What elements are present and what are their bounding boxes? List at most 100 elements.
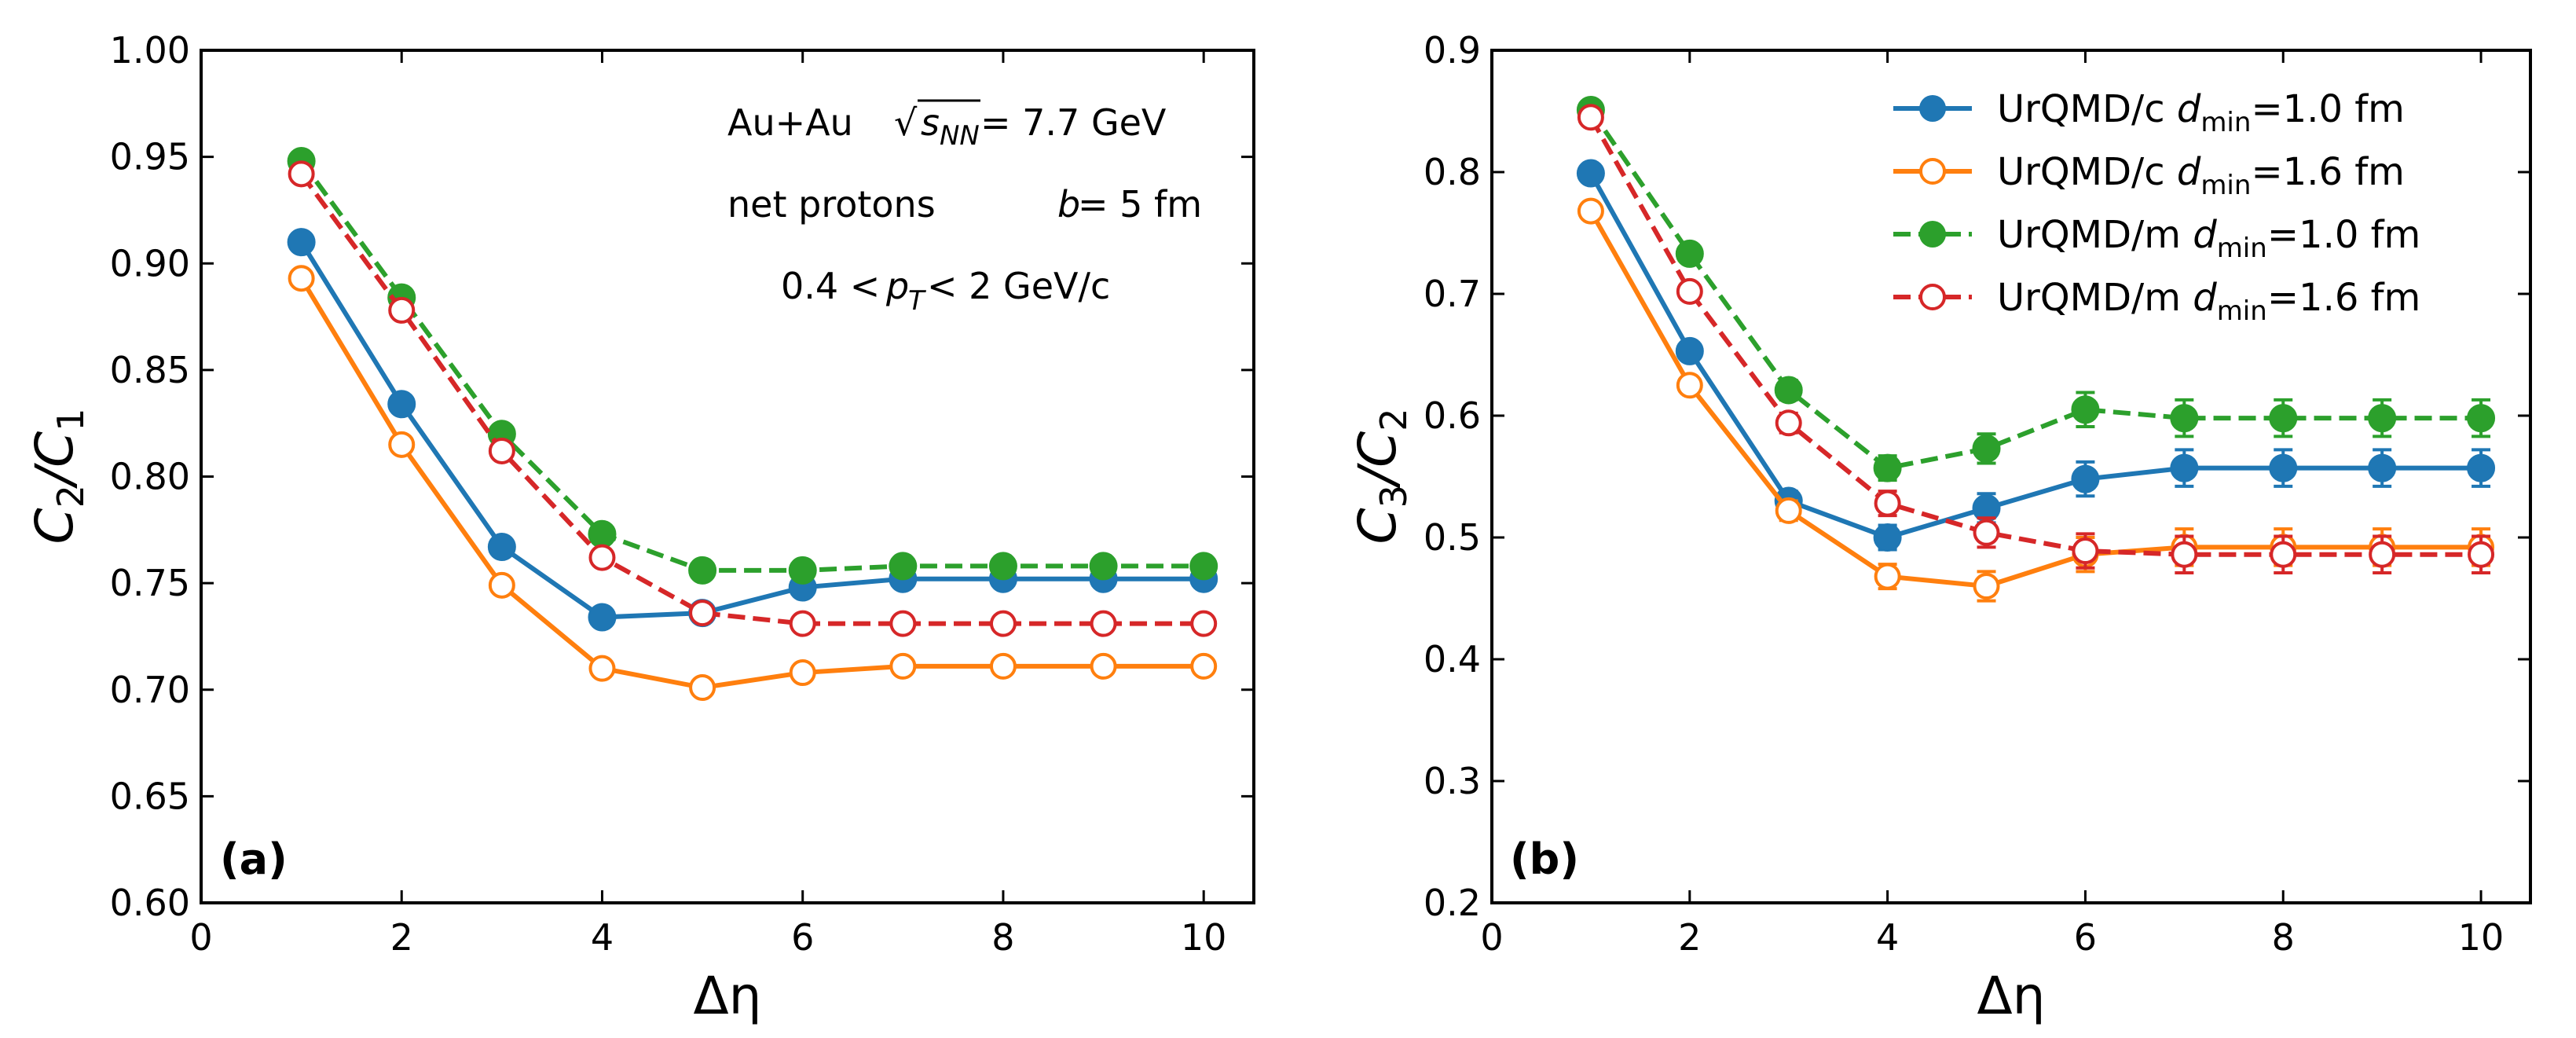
panel-a-data-point (387, 390, 416, 419)
panel-a-annotation-pt: 0.4 < p T < 2 GeV/c (781, 265, 1110, 317)
panel-b-y-tick-label: 0.6 (1424, 394, 1481, 437)
annot-energy-value: = 7.7 GeV (980, 101, 1167, 144)
svg-text:< 2 GeV/c: < 2 GeV/c (927, 265, 1110, 307)
annot-particle: net protons (727, 183, 936, 226)
panel-b-data-point (1873, 523, 1902, 552)
panel-a-tag: (a) (220, 834, 288, 884)
annot-t-sub: T (908, 285, 926, 317)
svg-text:T: T (908, 285, 926, 317)
svg-text:C3/C2: C3/C2 (1347, 409, 1415, 545)
panel-b-data-point (2368, 404, 2397, 433)
legend-entry-4: UrQMD/m dmin=1.6 fm (1893, 276, 2420, 327)
panel-b-x-tick-label: 8 (2272, 916, 2295, 959)
panel-a-plot-frame (200, 49, 1255, 904)
panel-a-data-point (788, 556, 817, 585)
panel-b-x-tick-label: 6 (2074, 916, 2097, 959)
panel-a-data-point (889, 610, 917, 637)
panel-a-data-point (487, 533, 516, 562)
panel-b-data-point (2368, 453, 2397, 482)
panel-a-y-tick-label: 0.80 (110, 456, 190, 498)
svg-text:0.4 <: 0.4 < (781, 265, 880, 307)
panel-a-data-point (388, 431, 416, 458)
panel-a-series-line (299, 160, 1204, 573)
panel-b-data-point (1973, 519, 2000, 546)
panel-b-legend: UrQMD/c dmin=1.0 fm UrQMD/c dmin=1.6 fm Ur… (1893, 87, 2420, 327)
panel-b-data-point (1973, 573, 2000, 600)
legend-entry-2: UrQMD/c dmin=1.6 fm (1893, 150, 2405, 201)
panel-b-data-point (1775, 409, 1802, 437)
svg-text:C2/C1: C2/C1 (24, 409, 92, 545)
annot-b-var: b (1057, 183, 1080, 226)
panel-b-ticks: 0 2 4 6 8 10 0.2 0.3 0.4 0.5 0.6 0.7 0.8 0.9 (1424, 29, 2530, 959)
svg-text:net protons: net protons (727, 183, 936, 226)
panel-b-y-tick-label: 0.8 (1424, 151, 1481, 193)
panel-a-y-axis-label: C2/C1 (24, 409, 92, 545)
panel-a-annotation-energy: Au+Au √ s NN = 7.7 GeV (727, 99, 1167, 152)
panel-b-data-point (1972, 434, 2001, 463)
panel-b-data-point (1577, 197, 1604, 225)
panel-b-data-point (2071, 464, 2100, 493)
panel-a-data-point (988, 552, 1017, 581)
panel-a-ticks: 0 2 4 6 8 10 0.60 0.65 0.70 0.75 0.80 0.85 0.90 0.95 1… (110, 29, 1254, 959)
annot-pt-high: < 2 GeV/c (927, 265, 1110, 307)
panel-a-x-tick-label: 2 (390, 916, 413, 959)
legend-entry-3: UrQMD/m dmin=1.0 fm (1893, 213, 2420, 264)
legend-label: UrQMD/c dmin=1.6 fm (1997, 150, 2405, 201)
panel-b-y-tick-label: 0.5 (1424, 516, 1481, 559)
panel-a-data-point (1090, 652, 1117, 680)
panel-a-data-point (1189, 552, 1218, 581)
panel-b-data-point (2369, 541, 2396, 568)
panel-b-x-axis-label: Δη (1977, 966, 2046, 1026)
panel-a-data-point (588, 519, 617, 548)
panel-b-data-point (2171, 541, 2198, 568)
panel-a-data-point (388, 296, 416, 324)
panel-b-data-point (1774, 376, 1803, 405)
panel-b-data-point (1676, 372, 1703, 399)
panel-b-x-tick-label: 4 (1876, 916, 1899, 959)
panel-b-data-point (2269, 404, 2298, 433)
panel-a-series-4 (288, 160, 1218, 637)
annot-s-var: s (921, 101, 940, 144)
panel-a-data-point (588, 655, 616, 682)
panel-b-data-point (2072, 537, 2099, 565)
svg-text:Au+Au: Au+Au (727, 101, 853, 144)
panel-b-data-point (1775, 497, 1802, 524)
panel-b-data-point (1576, 159, 1605, 188)
panel-a-series (287, 147, 1218, 702)
panel-a-y-tick-label: 0.70 (110, 669, 190, 711)
svg-text:√: √ (894, 101, 918, 144)
panel-b-data-point (2269, 453, 2298, 482)
legend-marker (1919, 95, 1946, 122)
panel-b-data-point (2467, 453, 2496, 482)
legend-marker (1919, 284, 1946, 310)
panel-b-y-tick-label: 0.3 (1424, 760, 1481, 802)
panel-a-series-line (299, 240, 1204, 620)
annot-nn-sub: NN (940, 120, 980, 152)
panel-b-data-point (1675, 239, 1704, 268)
panel-a-x-tick-label: 6 (791, 916, 814, 959)
panel-b-y-tick-label: 0.7 (1424, 273, 1481, 315)
svg-text:s: s (921, 101, 940, 144)
panel-a-data-point (488, 437, 515, 464)
panel-a-data-point (1190, 610, 1218, 637)
panel-a-series-line (299, 277, 1204, 691)
panel-b-tag: (b) (1510, 834, 1579, 884)
panel-b-plot-frame (1490, 49, 2532, 904)
annot-b-value: = 5 fm (1078, 183, 1202, 226)
panel-b-series (1576, 95, 2496, 603)
panel-a-y-tick-label: 0.60 (110, 882, 190, 924)
panel-a-data-point (288, 265, 315, 292)
panel-a-x-tick-label: 0 (189, 916, 212, 959)
panel-a-y-tick-label: 0.95 (110, 136, 190, 178)
panel-a-x-tick-label: 10 (1181, 916, 1227, 959)
legend-label: UrQMD/m dmin=1.0 fm (1997, 213, 2420, 264)
panel-a-y-tick-label: 0.90 (110, 242, 190, 284)
panel-b-data-point (1874, 563, 1901, 590)
panel-b-data-point (2468, 541, 2495, 568)
panel-a-data-point (689, 600, 716, 627)
panel-a-c2-over-c1: 0 2 4 6 8 10 0.60 0.65 0.70 0.75 0.80 0.85 0.90 0.95 1… (24, 29, 1255, 1026)
panel-b-data-point (1676, 277, 1703, 305)
svg-text:NN: NN (940, 120, 980, 152)
panel-a-x-tick-label: 4 (591, 916, 614, 959)
panel-b-series-line (1588, 210, 2482, 589)
